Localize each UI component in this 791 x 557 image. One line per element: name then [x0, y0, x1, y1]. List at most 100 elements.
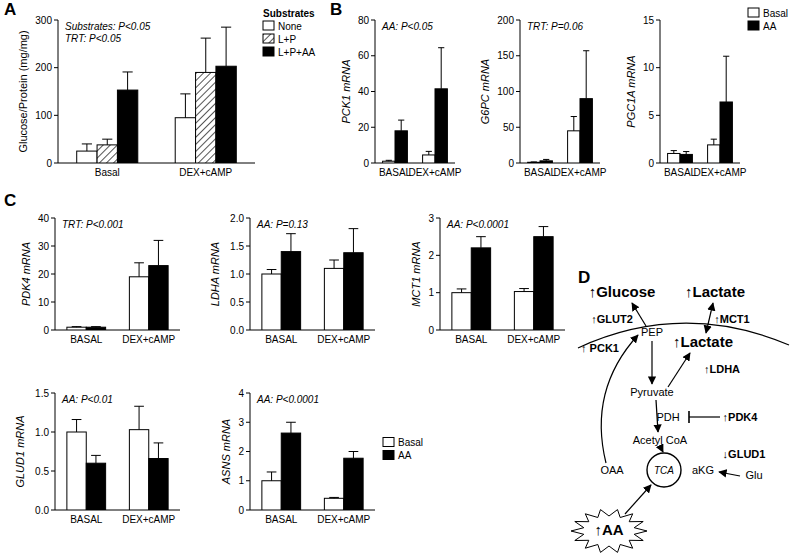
node-label: ↑LDHA	[704, 363, 740, 375]
y-axis-label: GLUD1 mRNA	[14, 415, 26, 487]
error-line	[290, 234, 291, 252]
inhibition-line	[689, 416, 720, 417]
tick	[656, 115, 660, 116]
arrow	[651, 341, 652, 384]
tick	[436, 255, 440, 256]
category-label: BASAL	[524, 167, 557, 178]
legend-title: Substrates	[263, 8, 315, 19]
error-cap	[221, 27, 231, 28]
tick-label: 1.0	[35, 427, 49, 438]
node-label: ↑Lactate	[673, 333, 733, 350]
error-bar	[583, 51, 589, 99]
error-cap	[683, 151, 689, 152]
panel-label: B	[330, 0, 342, 19]
tick-label: 100	[35, 110, 52, 121]
node-label: Acetyl CoA	[633, 434, 688, 446]
category-label: BASAL	[265, 334, 298, 345]
y-axis-label: Glucose/Protein (mg/mg)	[17, 30, 29, 152]
bar	[149, 266, 168, 330]
legend-swatch	[748, 8, 759, 17]
error-cap	[134, 406, 144, 407]
chart: 0100200300Glucose/Protein (mg/mg)BasalDE…	[17, 8, 315, 178]
error-cap	[267, 471, 277, 472]
error-cap	[349, 451, 359, 452]
legend-label: L+P	[278, 34, 296, 45]
tick-label: 30	[38, 241, 50, 252]
category-label: BASAL	[455, 334, 488, 345]
error-bar	[102, 139, 112, 145]
tick-label: 2	[238, 446, 244, 457]
tick-label: 2	[428, 250, 434, 261]
error-cap	[154, 442, 164, 443]
error-cap	[329, 497, 339, 498]
error-bar	[723, 56, 729, 102]
legend-label: L+P+AA	[278, 47, 316, 58]
legend-swatch	[263, 47, 274, 56]
error-cap	[134, 262, 144, 263]
error-bar	[457, 289, 467, 293]
diagram: ↑Glucose↑Lactate↑GLUT2↑MCT1↑ PCK1PEP↑Lac…	[571, 283, 789, 552]
bar	[540, 161, 552, 163]
tick	[371, 91, 375, 92]
error-bar	[267, 472, 277, 481]
error-line	[726, 56, 727, 102]
legend-label: None	[278, 21, 302, 32]
tick-label: 10	[643, 62, 655, 73]
legend: BasalAA	[383, 437, 423, 461]
category-label: DEX+cAMP	[553, 167, 606, 178]
tick-label: 0	[43, 325, 49, 336]
plot-area	[67, 240, 168, 330]
error-line	[461, 289, 462, 293]
bar	[534, 237, 553, 330]
error-line	[139, 263, 140, 277]
error-cap	[671, 150, 677, 151]
category-label: DEX+cAMP	[122, 514, 175, 525]
tick-label: 300	[35, 15, 52, 26]
tick	[246, 246, 250, 247]
bar	[720, 102, 732, 163]
legend-swatch	[263, 21, 274, 30]
error-cap	[476, 236, 486, 237]
annotation: AA: P<0.05	[381, 21, 433, 32]
tick	[371, 20, 375, 21]
y-axis-label: PGC1A mRNA	[625, 55, 637, 127]
tick	[51, 393, 55, 394]
error-line	[226, 27, 227, 66]
error-line	[185, 94, 186, 118]
category-label: DEX+cAMP	[317, 514, 370, 525]
node-label: ↑Glucose	[589, 283, 656, 300]
annotation: AA: P=0.13	[256, 219, 308, 230]
tick-label: 100	[497, 86, 514, 97]
tick-label: 1	[428, 287, 434, 298]
tick-label: 40	[358, 86, 370, 97]
error-bar	[683, 152, 689, 155]
tick	[51, 218, 55, 219]
category-label: DEX+cAMP	[122, 334, 175, 345]
error-bar	[72, 420, 82, 432]
tick	[656, 20, 660, 21]
tick-label: 0	[46, 158, 52, 169]
plot-area	[668, 56, 733, 163]
arrow	[719, 472, 740, 476]
chart: 010203040PDK4 mRNABASALDEX+cAMPTRT: P<0.…	[20, 213, 180, 346]
category-label: DEX+cAMP	[408, 167, 461, 178]
error-cap	[571, 116, 577, 117]
legend-swatch	[383, 438, 394, 447]
tick	[246, 393, 250, 394]
plot-area	[77, 27, 237, 163]
error-line	[573, 117, 574, 131]
tick-label: 1.5	[230, 241, 244, 252]
tick	[516, 91, 520, 92]
legend-label: AA	[763, 21, 777, 32]
tick-label: 10	[38, 297, 50, 308]
tick-label: 0	[648, 158, 654, 169]
y-axis	[55, 393, 56, 510]
bar	[680, 154, 692, 163]
error-bar	[154, 240, 164, 265]
node-label: TCA	[654, 465, 674, 476]
tick	[246, 510, 250, 511]
tick-label: 200	[35, 62, 52, 73]
plot-area	[528, 51, 593, 163]
error-line	[334, 260, 335, 268]
tick-label: 1.5	[35, 388, 49, 399]
